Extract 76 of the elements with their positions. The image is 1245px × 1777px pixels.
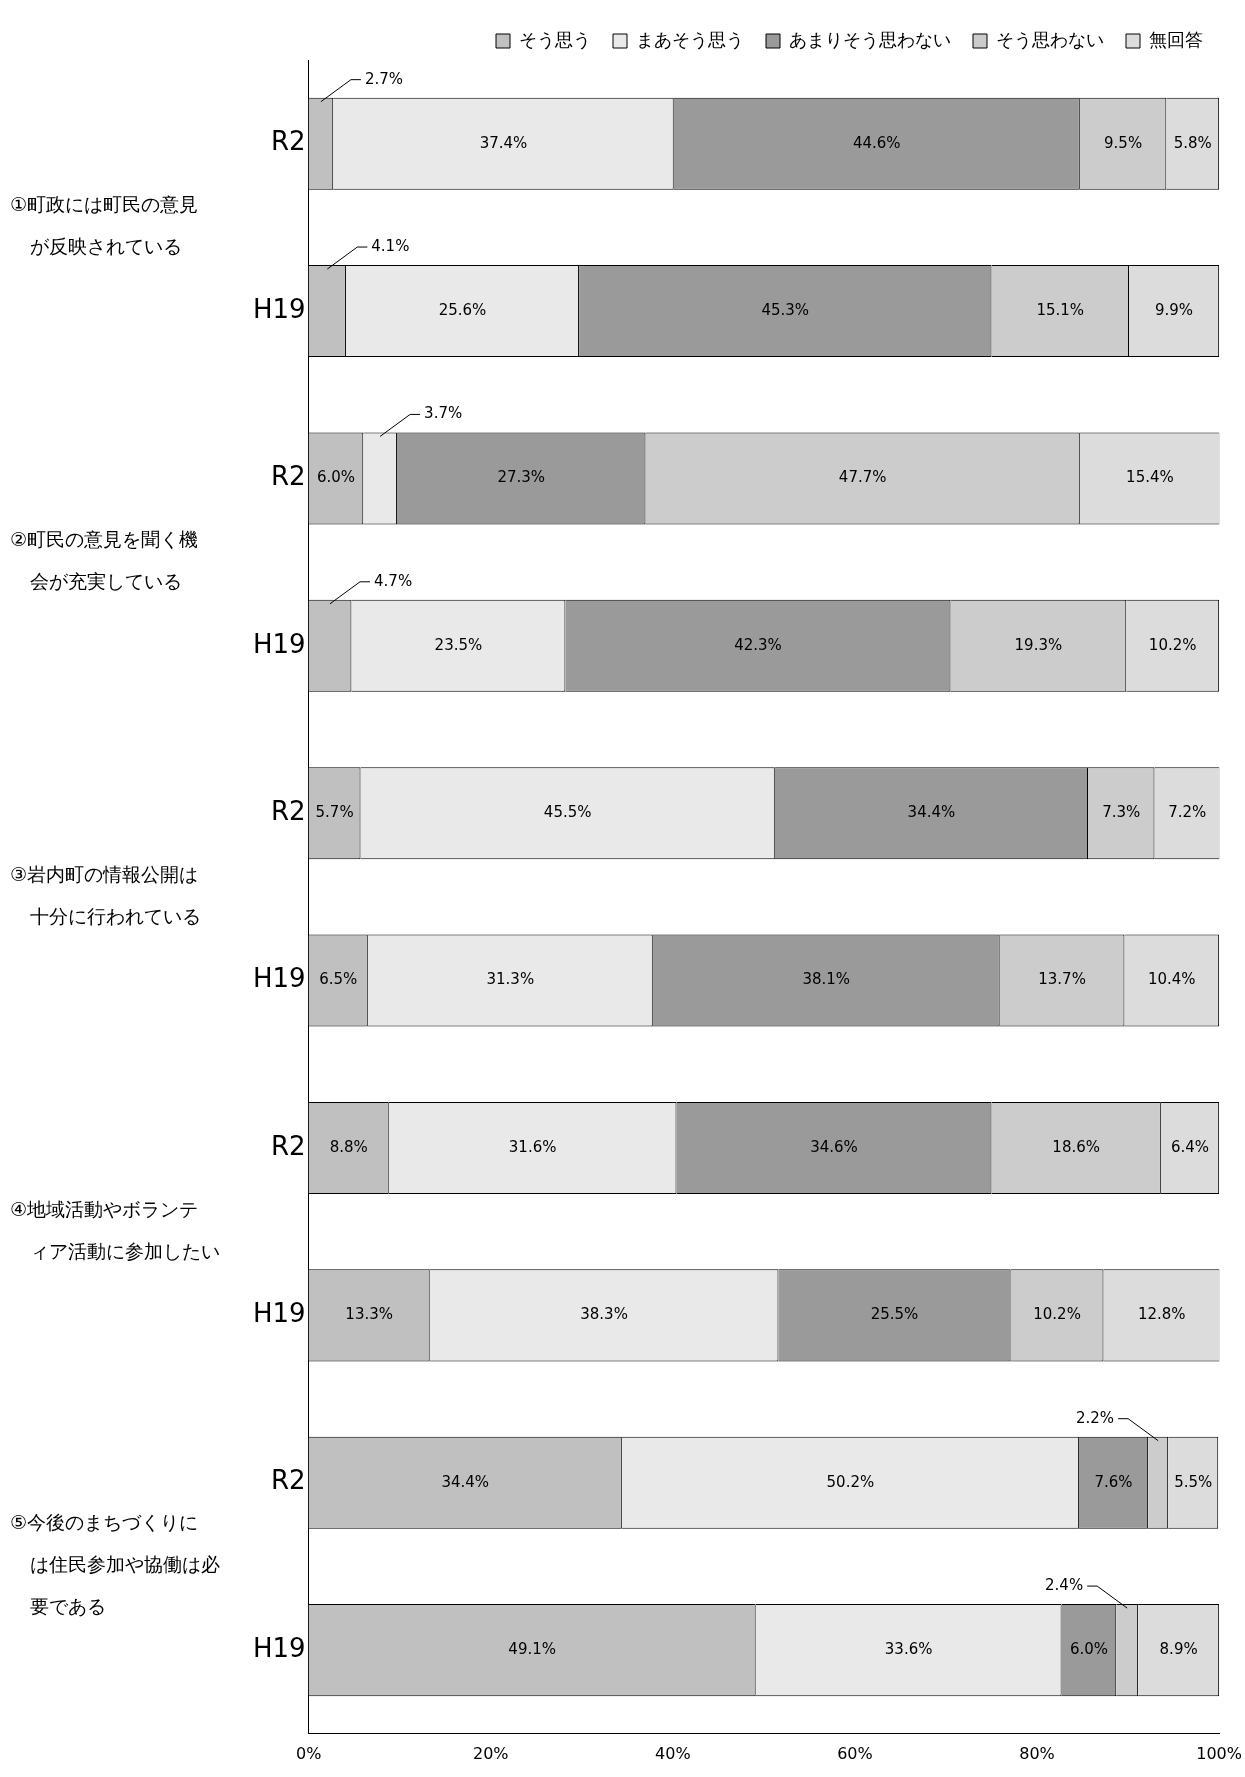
text: ②町民の意見を聞く機会が充実している — [10, 528, 199, 593]
data-label: 23.5% — [434, 635, 483, 654]
data-label: 38.1% — [802, 970, 851, 989]
data-label: 25.5% — [870, 1305, 919, 1324]
data-label: 2.2% — [1076, 1408, 1115, 1427]
data-label: 7.3% — [1102, 803, 1141, 822]
data-label: 47.7% — [838, 468, 887, 487]
data-label: 33.6% — [884, 1640, 933, 1658]
data-label: 5.5% — [1174, 1472, 1213, 1491]
y-tick-label: R2 — [271, 461, 306, 492]
data-label: 9.5% — [1104, 133, 1143, 152]
data-label: 18.6% — [1052, 1137, 1101, 1156]
legend-label: あまりそう思わない — [789, 28, 951, 50]
data-label: 9.9% — [1155, 300, 1194, 319]
data-label: 15.1% — [1036, 300, 1085, 319]
data-label: 19.3% — [1014, 635, 1063, 654]
text: ①町政には町民の意見が反映されている — [10, 193, 199, 258]
x-tick-label: 0% — [295, 1743, 322, 1763]
data-label: 2.7% — [364, 69, 404, 88]
data-label: 13.3% — [345, 1305, 394, 1324]
x-tick-label: 60% — [837, 1743, 873, 1763]
y-tick-label: R2 — [271, 1130, 306, 1161]
x-tick-label: 100% — [1196, 1743, 1242, 1763]
x-tick-label: 20% — [472, 1743, 509, 1763]
data-label: 50.2% — [826, 1472, 875, 1491]
data-label: 45.5% — [543, 803, 592, 822]
y-tick-label: H19 — [252, 1298, 306, 1329]
data-label: 13.7% — [1038, 970, 1086, 989]
y-tick-label: R2 — [271, 1465, 306, 1496]
data-label: 7.6% — [1094, 1472, 1133, 1491]
data-label: 34.6% — [810, 1137, 858, 1156]
data-label: 6.4% — [1170, 1137, 1210, 1156]
data-label: 6.0% — [316, 468, 355, 487]
data-label: 25.6% — [438, 300, 487, 319]
y-tick-label: H19 — [252, 963, 306, 994]
data-label: 31.3% — [486, 970, 535, 989]
data-label: 4.1% — [371, 236, 410, 255]
data-label: 45.3% — [761, 300, 810, 319]
y-tick-label: H19 — [252, 1632, 306, 1663]
data-label: 7.2% — [1168, 803, 1207, 822]
y-tick-label: R2 — [271, 126, 306, 157]
data-label: 5.8% — [1173, 133, 1212, 152]
text: ③岩内町の情報公開は十分に行われている — [10, 862, 201, 927]
data-label: 12.8% — [1137, 1305, 1186, 1324]
x-tick-label: 40% — [655, 1743, 691, 1763]
y-tick-label: R2 — [271, 795, 306, 826]
data-label: 37.4% — [479, 133, 528, 152]
data-label: 6.5% — [319, 970, 358, 989]
legend-label: 無回答 — [1149, 28, 1203, 50]
x-tick-label: 80% — [1019, 1743, 1055, 1763]
legend-label: そう思わない — [996, 28, 1104, 50]
y-tick-label: H19 — [252, 628, 306, 659]
data-label: 8.9% — [1159, 1640, 1198, 1658]
legend-label: そう思う — [519, 28, 591, 50]
data-label: 34.4% — [907, 803, 956, 822]
data-label: 49.1% — [508, 1640, 556, 1658]
data-label: 6.0% — [1069, 1640, 1108, 1658]
text: ④地域活動やボランティア活動に参加したい — [10, 1197, 220, 1262]
data-label: 42.3% — [734, 635, 782, 654]
data-label: 31.6% — [508, 1137, 557, 1156]
data-label: 44.6% — [852, 133, 901, 152]
data-label: 4.7% — [374, 571, 413, 590]
data-label: 34.4% — [441, 1472, 490, 1491]
legend-label: まあそう思う — [636, 28, 744, 50]
data-label: 3.7% — [424, 404, 463, 423]
text: ⑤今後のまちづくりには住民参加や協働は必要である — [10, 1511, 220, 1618]
data-label: 15.4% — [1126, 468, 1174, 487]
data-label: 10.2% — [1033, 1305, 1081, 1324]
y-tick-label: H19 — [252, 293, 306, 324]
data-label: 2.4% — [1045, 1575, 1084, 1594]
data-label: 5.7% — [315, 803, 354, 822]
data-label: 27.3% — [497, 468, 546, 487]
data-label: 10.4% — [1147, 970, 1196, 989]
data-label: 38.3% — [580, 1305, 628, 1324]
data-label: 8.8% — [329, 1137, 368, 1156]
data-label: 10.2% — [1148, 635, 1197, 654]
